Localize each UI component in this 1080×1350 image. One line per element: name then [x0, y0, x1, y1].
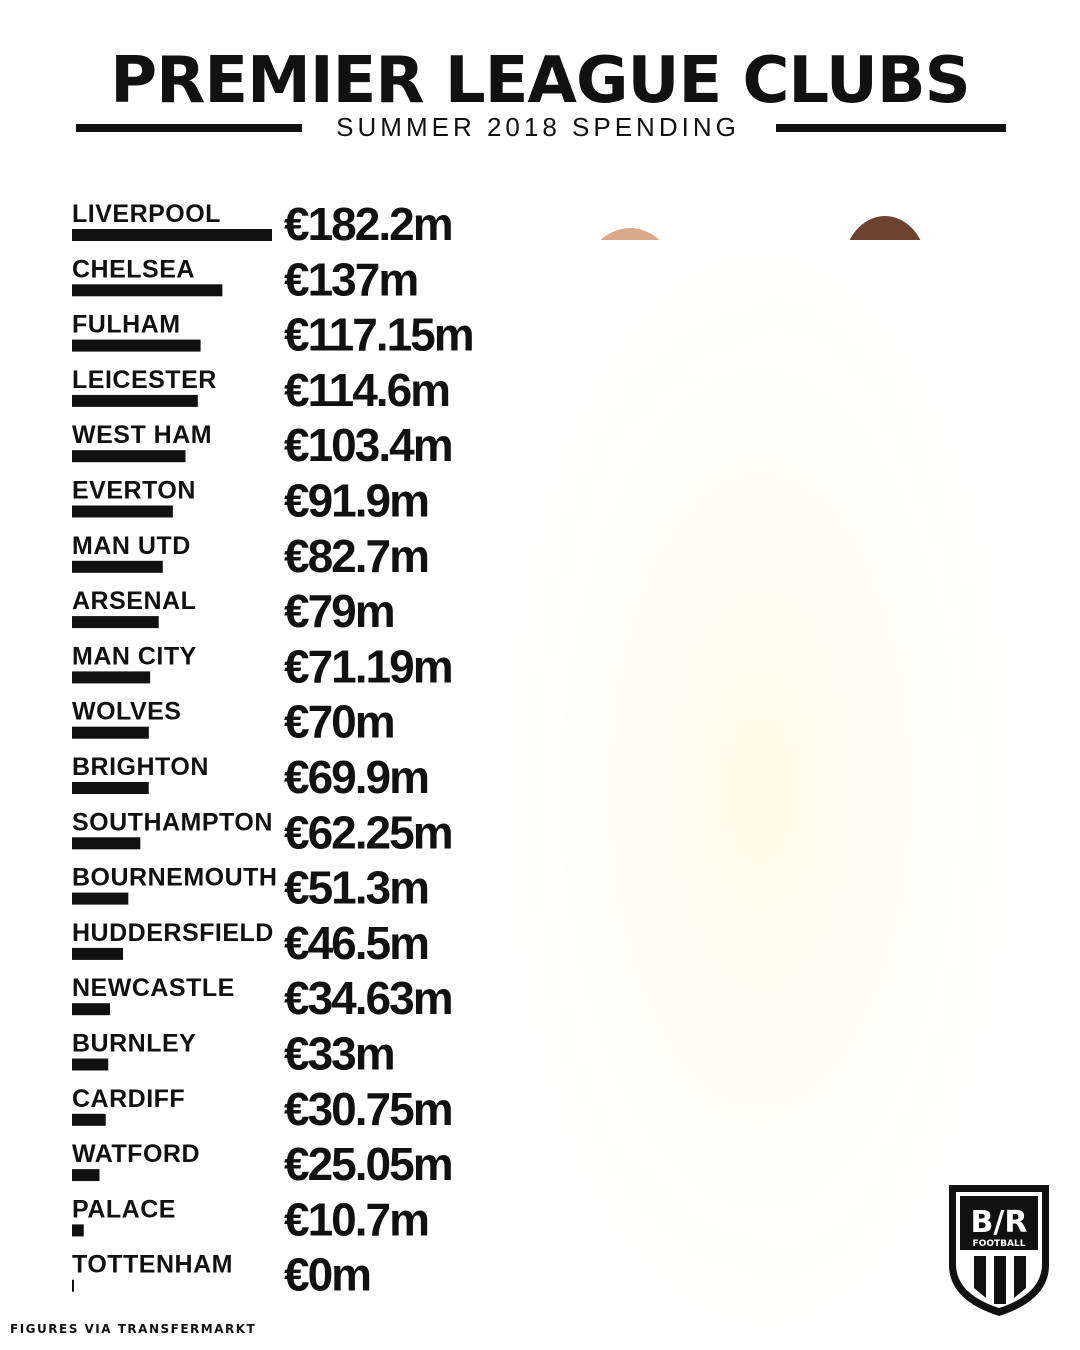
spending-value-label: €182.2m: [284, 198, 452, 250]
br-football-shield-icon: B/R FOOTBALL: [949, 1185, 1049, 1316]
spending-bar: [72, 1113, 106, 1126]
club-name-label: HUDDERSFIELD: [72, 919, 274, 947]
spending-bar: [72, 837, 141, 850]
club-name-label: FULHAM: [72, 311, 181, 339]
club-name-label: LEICESTER: [72, 366, 217, 394]
player-photo-collage: YOKOHAMA Standard Chartered: [500, 180, 1020, 1340]
club-name-label: WEST HAM: [72, 421, 212, 449]
spending-value-label: €30.75m: [284, 1083, 452, 1135]
spending-value-label: €25.05m: [284, 1138, 452, 1190]
spending-bar: [72, 1279, 74, 1292]
club-name-label: MAN UTD: [72, 532, 191, 560]
title-rule-left: [76, 124, 302, 132]
club-name-label: WATFORD: [72, 1140, 200, 1168]
spending-value-label: €34.63m: [284, 972, 452, 1024]
spending-bar: [72, 1224, 84, 1237]
spending-value-label: €137m: [284, 253, 417, 305]
page-title: PREMIER LEAGUE CLUBS: [110, 44, 971, 118]
spending-value-label: €51.3m: [284, 862, 428, 914]
spending-value-label: €103.4m: [284, 419, 452, 471]
spending-bar: [72, 892, 129, 905]
spending-value-label: €82.7m: [284, 530, 428, 582]
spending-bar: [72, 339, 201, 352]
spending-bar: [72, 505, 173, 518]
spending-value-label: €117.15m: [284, 309, 473, 361]
club-name-label: MAN CITY: [72, 642, 197, 670]
spending-bar: [72, 1003, 111, 1016]
club-name-label: CHELSEA: [72, 255, 195, 283]
spending-bar: [72, 1169, 100, 1182]
spending-bar: [72, 284, 223, 297]
spending-bar-chart: LIVERPOOL €182.2m CHELSEA €137m FULHAM €117.1…: [72, 198, 475, 1301]
spending-bar: [72, 229, 272, 241]
spending-bar: [72, 1058, 109, 1071]
club-name-label: PALACE: [72, 1195, 176, 1223]
spending-bar: [72, 560, 163, 573]
background-fade: [500, 240, 1020, 1340]
club-name-label: CARDIFF: [72, 1085, 185, 1113]
spending-value-label: €70m: [284, 696, 394, 748]
club-name-label: EVERTON: [72, 477, 196, 505]
spending-value-label: €46.5m: [284, 917, 428, 969]
spending-bar: [72, 616, 159, 629]
club-name-label: TOTTENHAM: [72, 1251, 233, 1279]
logo-subtext: FOOTBALL: [973, 1239, 1026, 1249]
club-name-label: SOUTHAMPTON: [72, 808, 273, 836]
spending-bar: [72, 947, 124, 960]
source-footnote: FIGURES VIA TRANSFERMARKT: [10, 1322, 257, 1336]
br-football-logo: B/R FOOTBALL: [944, 1180, 1054, 1325]
club-name-label: WOLVES: [72, 698, 181, 726]
spending-value-label: €91.9m: [284, 475, 428, 527]
title-rule-right: [776, 124, 1006, 132]
spending-bar: [72, 450, 186, 463]
spending-bar: [72, 782, 149, 794]
club-name-label: NEWCASTLE: [72, 974, 235, 1002]
spending-value-label: €79m: [284, 585, 394, 637]
page-subtitle: SUMMER 2018 SPENDING: [336, 112, 740, 142]
club-name-label: BOURNEMOUTH: [72, 864, 278, 892]
logo-text: B/R: [971, 1205, 1028, 1240]
spending-value-label: €62.25m: [284, 806, 452, 858]
spending-value-label: €10.7m: [284, 1193, 428, 1245]
club-name-label: BURNLEY: [72, 1030, 196, 1058]
spending-value-label: €0m: [284, 1249, 370, 1301]
club-name-label: LIVERPOOL: [72, 200, 221, 228]
spending-value-label: €71.19m: [284, 640, 452, 692]
spending-value-label: €33m: [284, 1028, 394, 1080]
spending-bar: [72, 726, 149, 739]
spending-bar: [72, 671, 151, 684]
spending-bar: [72, 394, 198, 407]
spending-value-label: €69.9m: [284, 751, 428, 803]
spending-value-label: €114.6m: [284, 364, 449, 416]
club-name-label: ARSENAL: [72, 587, 196, 615]
club-name-label: BRIGHTON: [72, 753, 209, 781]
